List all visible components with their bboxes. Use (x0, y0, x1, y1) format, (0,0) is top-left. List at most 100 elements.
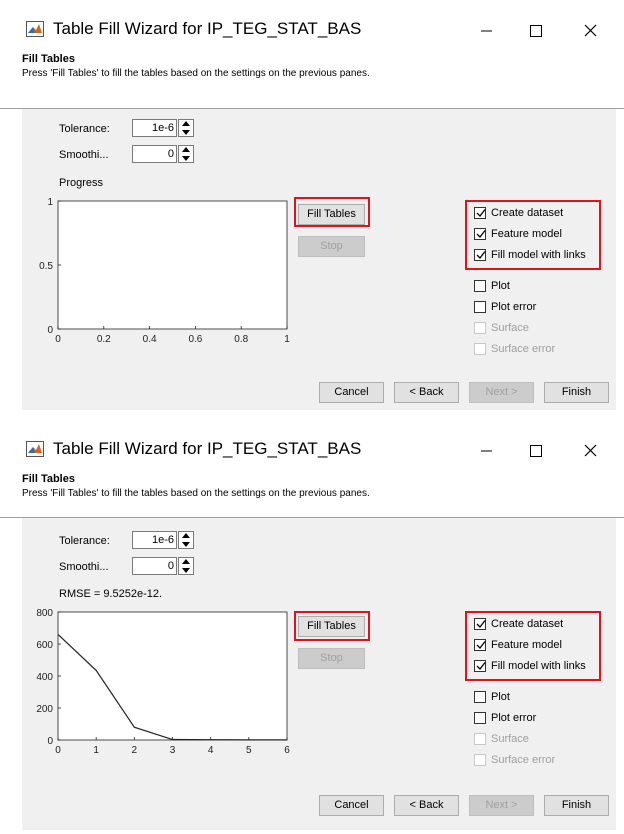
x-tick-label: 0.6 (188, 334, 202, 345)
arrow-up-icon[interactable] (182, 559, 190, 564)
arrow-down-icon[interactable] (182, 568, 190, 573)
checkbox-empty-icon[interactable] (474, 301, 486, 313)
header-divider (0, 517, 624, 518)
x-tick-label: 6 (284, 745, 290, 756)
x-tick-label: 5 (246, 745, 252, 756)
smoothing-input[interactable]: 0 (132, 145, 177, 163)
tolerance-input[interactable]: 1e-6 (132, 119, 177, 137)
tolerance-spin-arrows[interactable] (178, 119, 194, 137)
y-tick-label: 200 (36, 704, 53, 715)
series-line (57, 633, 287, 741)
arrow-down-icon[interactable] (182, 130, 190, 135)
checkbox-label: Fill model with links (491, 660, 586, 672)
back-button[interactable]: < Back (394, 795, 459, 816)
y-tick-label: 600 (36, 640, 53, 651)
maximize-icon[interactable] (517, 14, 553, 46)
status-label: RMSE = 9.5252e-12. (59, 588, 163, 600)
smoothing-spin-arrows[interactable] (178, 557, 194, 575)
next-button[interactable]: Next > (469, 382, 534, 403)
checkbox-empty-icon[interactable] (474, 691, 486, 703)
checkbox-label: Fill model with links (491, 249, 586, 261)
cancel-button[interactable]: Cancel (319, 382, 384, 403)
checkbox-label: Plot error (491, 712, 537, 724)
close-icon[interactable] (572, 434, 608, 466)
checkbox-checked-icon[interactable] (474, 618, 486, 630)
checkbox-checked-icon[interactable] (474, 639, 486, 651)
checkbox-empty-icon (474, 754, 486, 766)
checkbox-checked-icon[interactable] (474, 660, 486, 672)
checkbox-empty-icon (474, 322, 486, 334)
smoothing-spinner: 0 (132, 557, 194, 577)
checkbox-label: Feature model (491, 639, 562, 651)
smoothing-spin-arrows[interactable] (178, 145, 194, 163)
wizard-pane: Tolerance: 1e-6 Smoothi... 0 RMSE = 9.52… (22, 518, 616, 830)
x-tick-label: 2 (132, 745, 138, 756)
matlab-icon (26, 21, 44, 37)
finish-button[interactable]: Finish (544, 382, 609, 403)
wizard-header: Fill Tables Press 'Fill Tables' to fill … (0, 46, 624, 110)
rmse-chart: 0 1 2 3 4 5 6 0 200 400 600 800 (36, 608, 290, 756)
y-tick-label: 1 (47, 197, 53, 208)
checkbox-label: Plot (491, 280, 510, 292)
title-bar: Table Fill Wizard for IP_TEG_STAT_BAS (0, 420, 624, 466)
fill-tables-button[interactable]: Fill Tables (298, 204, 365, 225)
progress-chart: 0 0.2 0.4 0.6 0.8 1 0 0.5 1 (39, 197, 290, 345)
tolerance-label: Tolerance: (59, 123, 110, 135)
header-title: Fill Tables (22, 473, 75, 485)
arrow-down-icon[interactable] (182, 156, 190, 161)
minimize-icon[interactable] (468, 434, 504, 466)
header-description: Press 'Fill Tables' to fill the tables b… (22, 488, 370, 499)
stop-button[interactable]: Stop (298, 236, 365, 257)
x-tick-label: 4 (208, 745, 214, 756)
smoothing-input[interactable]: 0 (132, 557, 177, 575)
next-button[interactable]: Next > (469, 795, 534, 816)
x-tick-label: 0.4 (143, 334, 157, 345)
minimize-icon[interactable] (468, 14, 504, 46)
stop-button[interactable]: Stop (298, 648, 365, 669)
checkbox-empty-icon (474, 733, 486, 745)
tolerance-input[interactable]: 1e-6 (132, 531, 177, 549)
wizard-window-progress: Table Fill Wizard for IP_TEG_STAT_BAS Fi… (0, 0, 624, 412)
smoothing-spinner: 0 (132, 145, 194, 165)
checkbox-label: Create dataset (491, 207, 564, 219)
smoothing-label: Smoothi... (59, 561, 109, 573)
fill-tables-highlight (294, 611, 370, 641)
checkbox-highlight (465, 611, 601, 681)
y-tick-label: 0 (47, 325, 53, 336)
y-tick-label: 400 (36, 672, 53, 683)
back-button[interactable]: < Back (394, 382, 459, 403)
x-tick-label: 0 (55, 334, 61, 345)
finish-button[interactable]: Finish (544, 795, 609, 816)
x-tick-label: 0 (55, 745, 61, 756)
close-icon[interactable] (572, 14, 608, 46)
checkbox-label: Surface error (491, 343, 556, 355)
checkbox-label: Create dataset (491, 618, 564, 630)
tolerance-label: Tolerance: (59, 535, 110, 547)
window-title: Table Fill Wizard for IP_TEG_STAT_BAS (53, 439, 362, 458)
arrow-down-icon[interactable] (182, 542, 190, 547)
checkbox-checked-icon[interactable] (474, 207, 486, 219)
checkbox-label: Surface (491, 733, 529, 745)
wizard-window-rmse: Table Fill Wizard for IP_TEG_STAT_BAS Fi… (0, 420, 624, 832)
checkbox-highlight (465, 200, 601, 270)
plot-area (57, 200, 288, 330)
arrow-up-icon[interactable] (182, 533, 190, 538)
checkbox-checked-icon[interactable] (474, 228, 486, 240)
maximize-icon[interactable] (517, 434, 553, 466)
y-tick-label: 800 (36, 608, 53, 619)
arrow-up-icon[interactable] (182, 147, 190, 152)
x-tick-label: 1 (93, 745, 99, 756)
checkbox-label: Surface (491, 322, 529, 334)
checkbox-label: Plot error (491, 301, 537, 313)
header-title: Fill Tables (22, 53, 75, 65)
fill-tables-button[interactable]: Fill Tables (298, 616, 365, 637)
checkbox-empty-icon[interactable] (474, 712, 486, 724)
checkbox-empty-icon[interactable] (474, 280, 486, 292)
arrow-up-icon[interactable] (182, 121, 190, 126)
tolerance-spin-arrows[interactable] (178, 531, 194, 549)
x-tick-label: 0.2 (97, 334, 111, 345)
checkbox-label: Surface error (491, 754, 556, 766)
smoothing-label: Smoothi... (59, 149, 109, 161)
cancel-button[interactable]: Cancel (319, 795, 384, 816)
checkbox-checked-icon[interactable] (474, 249, 486, 261)
